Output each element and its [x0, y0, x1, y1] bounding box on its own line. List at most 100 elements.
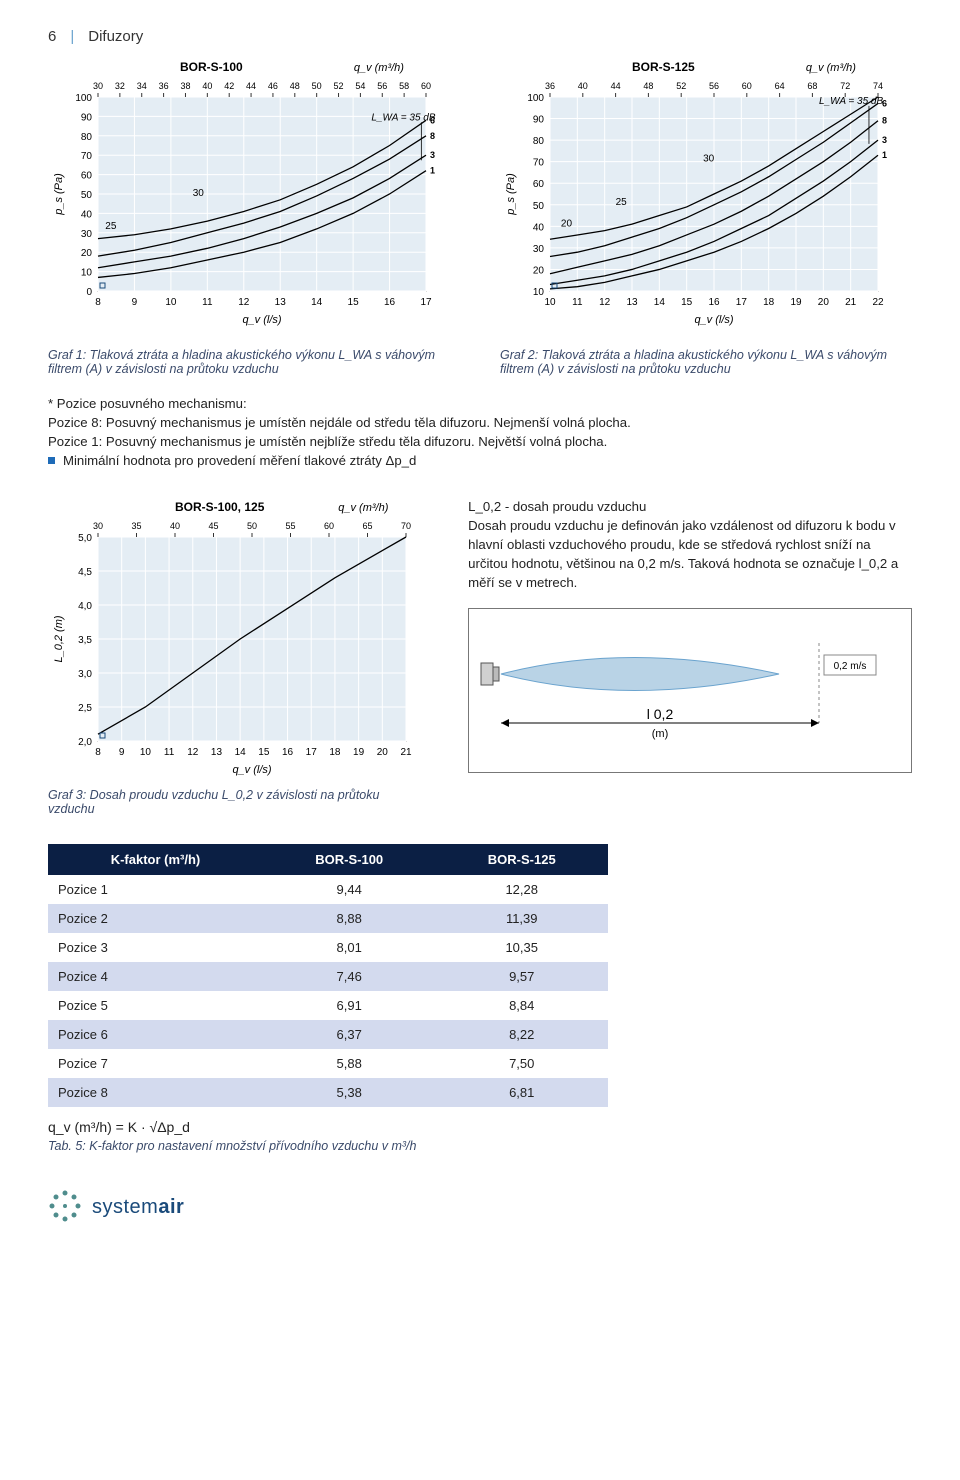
- svg-text:70: 70: [401, 521, 411, 531]
- table-cell: 5,38: [263, 1078, 436, 1107]
- reach-diagram: 0,2 m/sl 0,2(m): [468, 608, 912, 773]
- svg-text:30: 30: [81, 229, 93, 240]
- svg-text:16: 16: [708, 297, 720, 308]
- svg-text:46: 46: [268, 81, 278, 91]
- table-cell: 11,39: [435, 904, 608, 933]
- svg-text:21: 21: [845, 297, 857, 308]
- svg-text:8: 8: [882, 116, 887, 126]
- svg-text:25: 25: [616, 197, 628, 208]
- svg-text:0,2 m/s: 0,2 m/s: [834, 661, 867, 672]
- svg-text:15: 15: [258, 747, 270, 758]
- svg-text:15: 15: [348, 297, 360, 308]
- table-row: Pozice 56,918,84: [48, 991, 608, 1020]
- svg-text:74: 74: [873, 81, 883, 91]
- table-row: Pozice 28,8811,39: [48, 904, 608, 933]
- svg-text:11: 11: [572, 297, 583, 308]
- svg-text:60: 60: [324, 521, 334, 531]
- svg-text:17: 17: [420, 297, 432, 308]
- svg-text:12: 12: [238, 297, 250, 308]
- note-line-2: Pozice 8: Posuvný mechanismus je umístěn…: [48, 413, 912, 432]
- section-title: Difuzory: [88, 28, 143, 45]
- svg-text:32: 32: [115, 81, 125, 91]
- svg-text:50: 50: [312, 81, 322, 91]
- svg-text:L_WA = 35 dB: L_WA = 35 dB: [371, 112, 436, 123]
- svg-text:3: 3: [882, 135, 887, 145]
- table-cell: 5,88: [263, 1049, 436, 1078]
- reach-body: Dosah proudu vzduchu je definován jako v…: [468, 516, 912, 593]
- svg-text:90: 90: [533, 115, 545, 126]
- svg-text:18: 18: [763, 297, 775, 308]
- svg-text:q_v (l/s): q_v (l/s): [694, 314, 733, 326]
- svg-text:q_v (m³/h): q_v (m³/h): [354, 62, 404, 74]
- svg-text:36: 36: [545, 81, 555, 91]
- svg-text:10: 10: [81, 268, 93, 279]
- svg-text:65: 65: [362, 521, 372, 531]
- svg-text:80: 80: [533, 136, 545, 147]
- svg-text:16: 16: [384, 297, 396, 308]
- svg-text:22: 22: [872, 297, 884, 308]
- svg-text:50: 50: [533, 201, 545, 212]
- table-row: Pozice 75,887,50: [48, 1049, 608, 1078]
- table-cell: 6,81: [435, 1078, 608, 1107]
- table-cell: Pozice 7: [48, 1049, 263, 1078]
- svg-text:52: 52: [334, 81, 344, 91]
- svg-text:50: 50: [81, 190, 93, 201]
- svg-text:48: 48: [643, 81, 653, 91]
- chart3-svg: BOR-S-100, 125q_v (m³/h)2,02,53,03,54,04…: [48, 497, 428, 777]
- table-cell: 7,50: [435, 1049, 608, 1078]
- table-row: Pozice 85,386,81: [48, 1078, 608, 1107]
- note-line-4: Minimální hodnota pro provedení měření t…: [48, 451, 912, 470]
- svg-text:1: 1: [430, 166, 435, 176]
- svg-text:60: 60: [81, 171, 93, 182]
- page-number: 6: [48, 28, 56, 45]
- svg-text:20: 20: [561, 218, 573, 229]
- svg-text:12: 12: [187, 747, 199, 758]
- svg-text:10: 10: [544, 297, 556, 308]
- svg-text:15: 15: [681, 297, 693, 308]
- table-cell: 6,91: [263, 991, 436, 1020]
- svg-text:11: 11: [164, 747, 175, 758]
- svg-text:q_v (m³/h): q_v (m³/h): [338, 502, 388, 514]
- svg-text:40: 40: [81, 209, 93, 220]
- svg-text:30: 30: [93, 81, 103, 91]
- chart2-box: BOR-S-125q_v (m³/h)102030405060708090100…: [500, 57, 912, 330]
- svg-text:8: 8: [95, 747, 101, 758]
- svg-text:10: 10: [165, 297, 177, 308]
- chart1-svg: BOR-S-100q_v (m³/h)010203040506070809010…: [48, 57, 448, 327]
- svg-text:6: 6: [882, 98, 887, 108]
- table-cell: Pozice 4: [48, 962, 263, 991]
- note-line-1: * Pozice posuvného mechanismu:: [48, 394, 912, 413]
- table-cell: 8,01: [263, 933, 436, 962]
- svg-text:4,5: 4,5: [78, 567, 92, 578]
- svg-text:10: 10: [140, 747, 152, 758]
- svg-text:1: 1: [882, 150, 887, 160]
- svg-text:(m): (m): [652, 728, 669, 740]
- svg-text:45: 45: [208, 521, 218, 531]
- chart3-box: BOR-S-100, 125q_v (m³/h)2,02,53,03,54,04…: [48, 497, 428, 816]
- svg-text:19: 19: [353, 747, 365, 758]
- table-header: BOR-S-100: [263, 844, 436, 875]
- svg-text:20: 20: [533, 265, 545, 276]
- svg-text:10: 10: [533, 287, 545, 298]
- table-cell: 12,28: [435, 875, 608, 904]
- svg-text:18: 18: [329, 747, 341, 758]
- chart2-svg: BOR-S-125q_v (m³/h)102030405060708090100…: [500, 57, 900, 327]
- svg-text:q_v (l/s): q_v (l/s): [232, 764, 271, 776]
- table-cell: Pozice 1: [48, 875, 263, 904]
- table-cell: 9,57: [435, 962, 608, 991]
- svg-text:3,5: 3,5: [78, 635, 92, 646]
- svg-text:BOR-S-125: BOR-S-125: [632, 60, 695, 74]
- svg-text:20: 20: [818, 297, 830, 308]
- svg-text:58: 58: [399, 81, 409, 91]
- svg-text:5,0: 5,0: [78, 533, 92, 544]
- svg-text:60: 60: [742, 81, 752, 91]
- page-header: 6 | Difuzory: [48, 28, 912, 45]
- svg-text:11: 11: [202, 297, 213, 308]
- svg-text:70: 70: [533, 158, 545, 169]
- svg-text:13: 13: [626, 297, 638, 308]
- svg-text:44: 44: [611, 81, 621, 91]
- svg-text:30: 30: [93, 521, 103, 531]
- chart3-caption: Graf 3: Dosah proudu vzduchu L_0,2 v záv…: [48, 788, 428, 816]
- systemair-logo-text: systemair: [92, 1196, 184, 1219]
- svg-text:BOR-S-100: BOR-S-100: [180, 60, 243, 74]
